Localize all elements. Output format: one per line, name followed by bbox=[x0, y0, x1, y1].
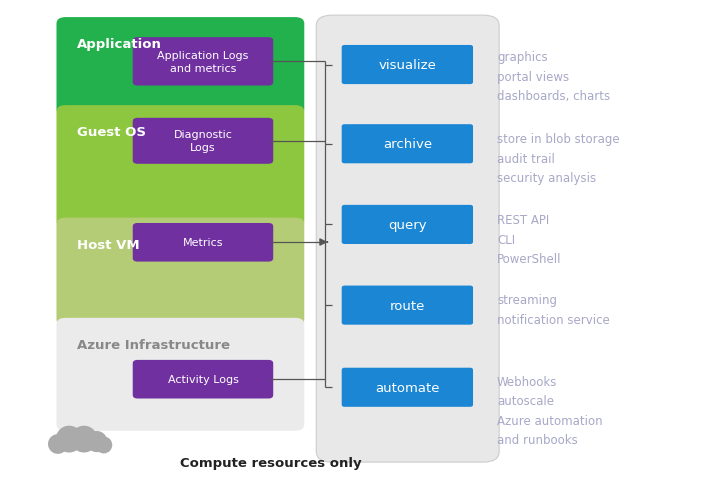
FancyBboxPatch shape bbox=[342, 368, 473, 407]
Text: Application Logs
and metrics: Application Logs and metrics bbox=[157, 51, 249, 74]
Text: Webhooks: Webhooks bbox=[497, 375, 558, 388]
Ellipse shape bbox=[48, 434, 68, 454]
Text: security analysis: security analysis bbox=[497, 172, 596, 185]
Text: PowerShell: PowerShell bbox=[497, 253, 561, 266]
Text: Metrics: Metrics bbox=[183, 238, 223, 248]
Text: Activity Logs: Activity Logs bbox=[167, 374, 239, 385]
FancyBboxPatch shape bbox=[56, 106, 304, 228]
Text: Azure automation: Azure automation bbox=[497, 414, 603, 427]
Text: Diagnostic
Logs: Diagnostic Logs bbox=[174, 130, 232, 153]
FancyBboxPatch shape bbox=[56, 318, 304, 431]
Text: Host VM: Host VM bbox=[77, 238, 140, 251]
Ellipse shape bbox=[71, 426, 97, 452]
Ellipse shape bbox=[86, 431, 107, 452]
Text: autoscale: autoscale bbox=[497, 394, 554, 407]
Text: and runbooks: and runbooks bbox=[497, 433, 578, 447]
Ellipse shape bbox=[56, 426, 83, 452]
FancyBboxPatch shape bbox=[342, 125, 473, 164]
FancyBboxPatch shape bbox=[342, 46, 473, 85]
Text: Application: Application bbox=[77, 38, 162, 51]
FancyBboxPatch shape bbox=[56, 218, 304, 326]
Text: graphics: graphics bbox=[497, 51, 548, 64]
FancyBboxPatch shape bbox=[133, 360, 273, 399]
Text: visualize: visualize bbox=[378, 59, 436, 72]
Text: CLI: CLI bbox=[497, 233, 515, 246]
Text: portal views: portal views bbox=[497, 71, 569, 84]
Text: archive: archive bbox=[383, 138, 432, 151]
FancyBboxPatch shape bbox=[133, 38, 273, 86]
Text: streaming: streaming bbox=[497, 294, 557, 307]
Text: Azure Infrastructure: Azure Infrastructure bbox=[77, 338, 230, 351]
FancyBboxPatch shape bbox=[133, 224, 273, 262]
Text: Compute resources only: Compute resources only bbox=[180, 456, 361, 469]
Text: notification service: notification service bbox=[497, 313, 610, 326]
FancyBboxPatch shape bbox=[133, 119, 273, 164]
Ellipse shape bbox=[95, 437, 112, 453]
FancyBboxPatch shape bbox=[316, 16, 499, 462]
Text: audit trail: audit trail bbox=[497, 152, 555, 165]
FancyBboxPatch shape bbox=[56, 18, 304, 116]
Text: route: route bbox=[390, 299, 425, 312]
FancyBboxPatch shape bbox=[342, 205, 473, 244]
Text: automate: automate bbox=[375, 381, 440, 394]
Text: query: query bbox=[388, 219, 426, 231]
FancyBboxPatch shape bbox=[342, 286, 473, 325]
Text: Guest OS: Guest OS bbox=[77, 126, 146, 139]
Text: store in blob storage: store in blob storage bbox=[497, 133, 620, 146]
Text: REST API: REST API bbox=[497, 214, 549, 227]
Text: dashboards, charts: dashboards, charts bbox=[497, 90, 610, 103]
